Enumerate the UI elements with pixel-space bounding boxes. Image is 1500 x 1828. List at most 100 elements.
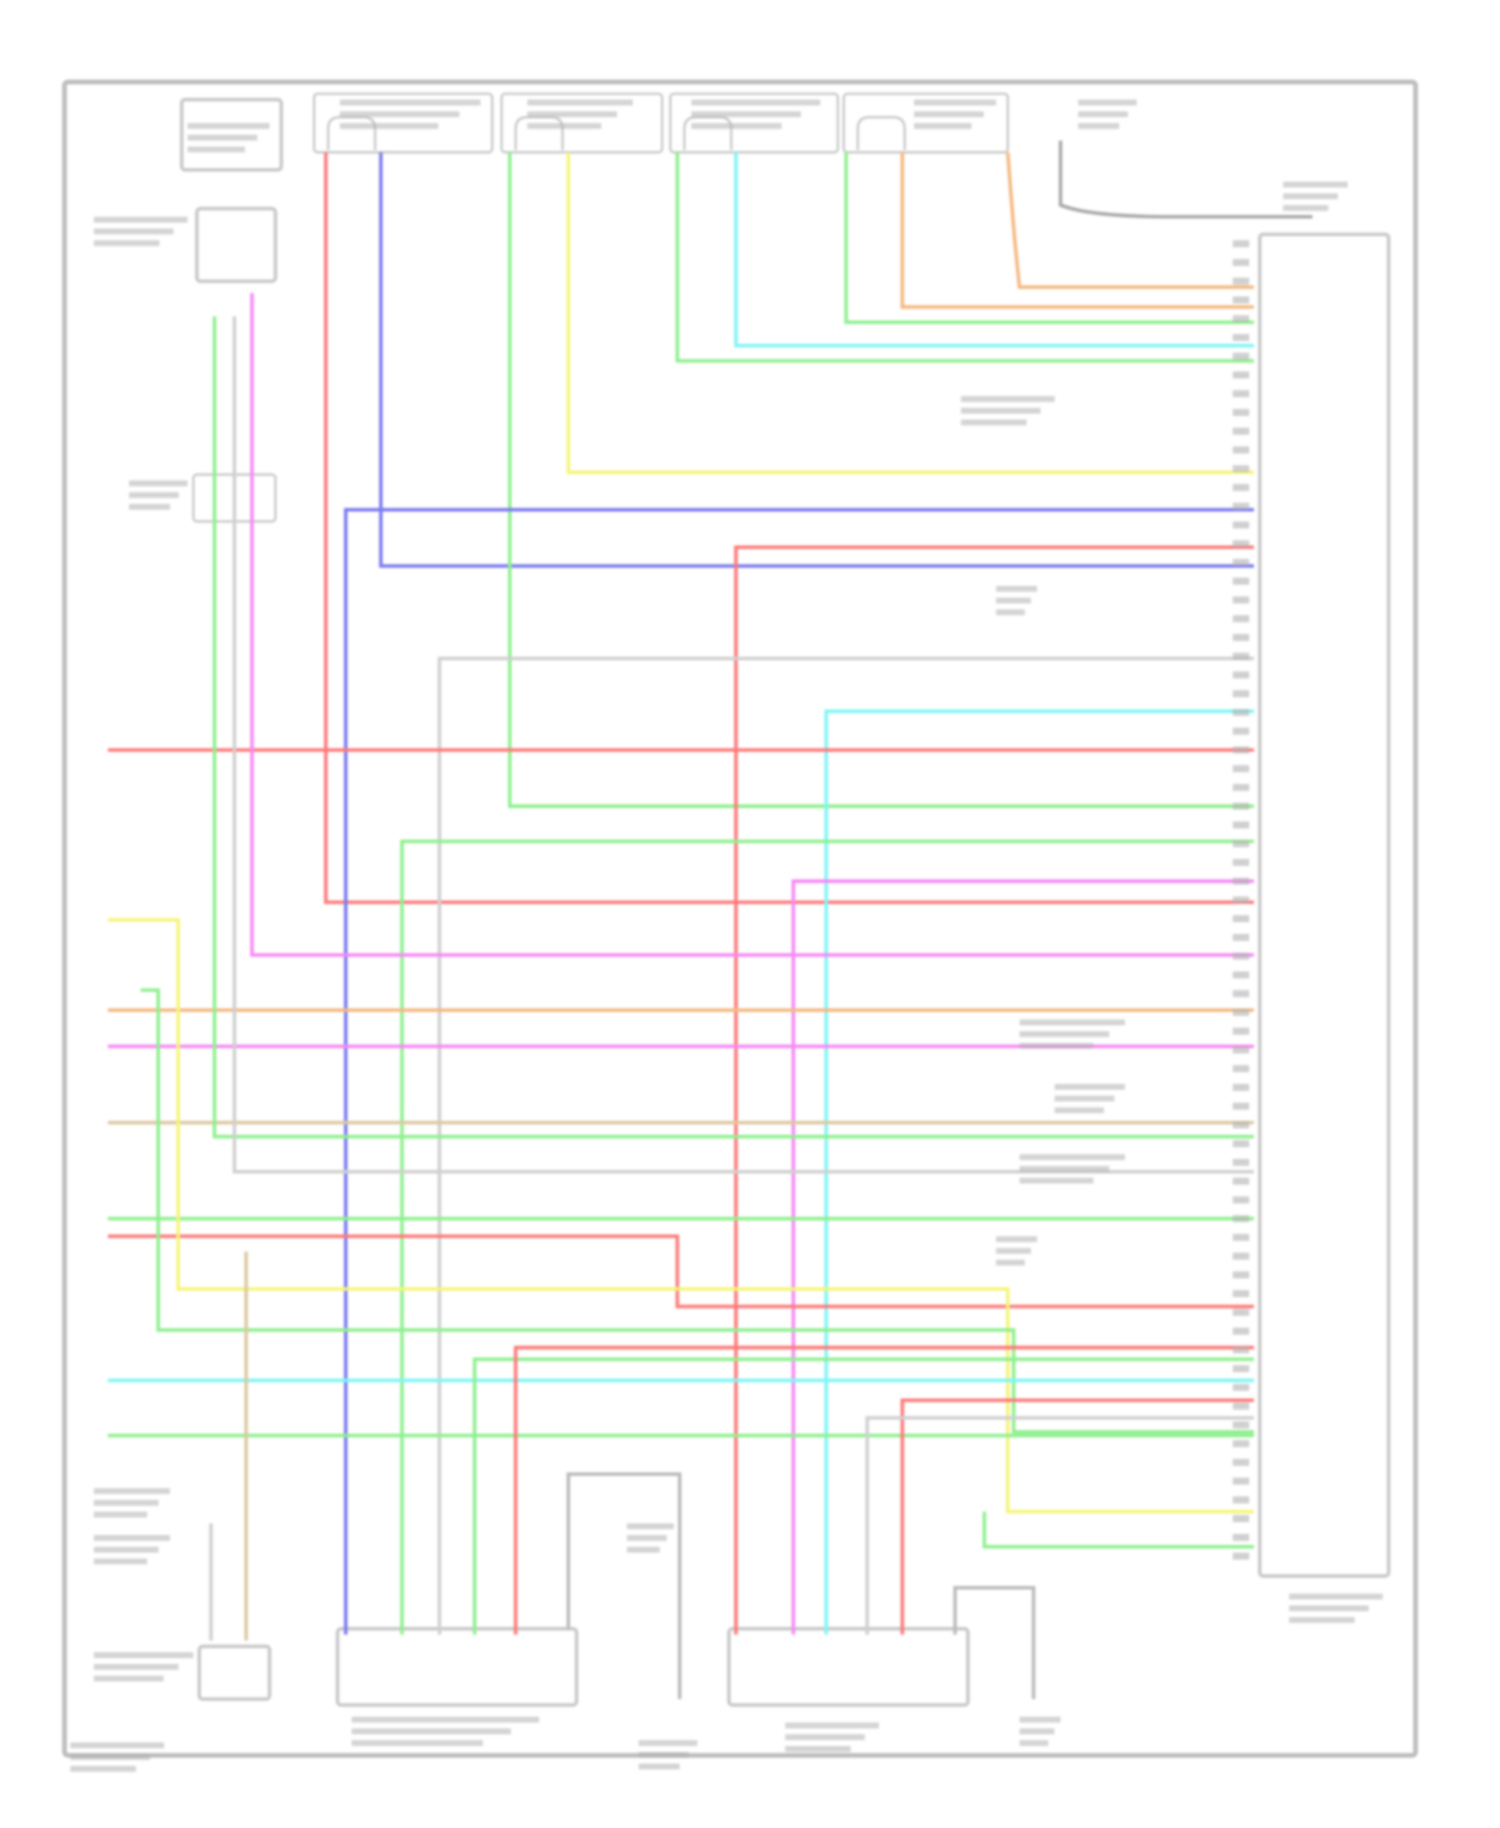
text-label-mark <box>70 1754 151 1761</box>
pin-label-mark <box>1232 240 1250 248</box>
text-label-mark <box>339 111 460 118</box>
pin-label-mark <box>1232 577 1250 585</box>
pin-label-mark <box>1232 465 1250 473</box>
text-label-mark <box>187 123 270 129</box>
pin-label-mark <box>1232 1083 1250 1091</box>
wire-green <box>140 988 1254 1434</box>
pin-label-mark <box>1232 1552 1250 1560</box>
pin-label-mark <box>1232 896 1250 904</box>
pin-label-mark <box>1232 390 1250 398</box>
ground-wire <box>566 1472 682 1700</box>
text-label-mark <box>1289 1605 1369 1612</box>
wire-gray <box>865 1416 1254 1635</box>
pin-label-mark <box>1232 727 1250 735</box>
pin-label-mark <box>1232 1458 1250 1466</box>
wires <box>107 152 1254 1641</box>
pin-label-mark <box>1232 990 1250 998</box>
pin-label-mark <box>1232 1102 1250 1110</box>
text-label-mark <box>93 216 188 223</box>
text-label-mark <box>996 1236 1038 1243</box>
pin-label-mark <box>1232 633 1250 641</box>
wire-green <box>508 152 1254 808</box>
wire-green <box>472 1357 1254 1635</box>
text-label-mark <box>785 1734 865 1741</box>
pin-label-mark <box>1232 315 1250 323</box>
text-label-mark <box>93 228 174 235</box>
text-label-mark <box>351 1716 540 1723</box>
pin-label-mark <box>1232 858 1250 866</box>
text-label-mark <box>1019 1165 1110 1172</box>
pin-label-mark <box>1232 933 1250 941</box>
pin-label-mark <box>1232 502 1250 510</box>
text-label-mark <box>1054 1095 1115 1102</box>
wire-green <box>982 1511 1254 1549</box>
text-label-mark <box>93 1488 170 1495</box>
pin-label-mark <box>1232 1290 1250 1298</box>
text-label-mark <box>914 123 972 129</box>
text-label-mark <box>128 480 188 487</box>
text-label-mark <box>626 1523 674 1530</box>
text-label-mark <box>1019 1019 1125 1026</box>
text-label-mark <box>996 1247 1031 1254</box>
wire-magenta <box>791 879 1254 1635</box>
pin-label-mark <box>1232 1233 1250 1241</box>
text-label-mark <box>785 1722 879 1729</box>
text-label-mark <box>1078 99 1137 106</box>
wire-cyan <box>824 709 1254 1635</box>
pin-label-mark <box>1232 446 1250 454</box>
text-label-mark <box>187 134 258 141</box>
component-box <box>179 97 284 172</box>
pin-label-mark <box>1232 971 1250 979</box>
pin-label-mark <box>1232 690 1250 698</box>
wire-gray <box>232 316 1254 1174</box>
control-unit-box <box>1257 232 1391 1578</box>
text-label-mark <box>93 1663 179 1670</box>
text-label-mark <box>638 1740 698 1746</box>
text-label-mark <box>1054 1083 1125 1090</box>
text-label-mark <box>1078 123 1120 129</box>
label-marks <box>70 99 1383 1772</box>
connector-loop <box>326 116 377 150</box>
text-label-mark <box>93 1652 194 1659</box>
pin-label-mark <box>1232 765 1250 773</box>
pin-label-mark <box>1232 915 1250 923</box>
text-label-mark <box>70 1765 136 1772</box>
text-label-mark <box>93 1558 148 1565</box>
text-label-mark <box>1289 1617 1355 1623</box>
text-label-mark <box>128 503 170 510</box>
pin-label-mark <box>1232 540 1250 548</box>
text-label-mark <box>1019 1154 1125 1161</box>
pin-label-mark <box>1232 1365 1250 1373</box>
pin-label-mark <box>1232 671 1250 679</box>
pin-label-mark <box>1232 1121 1250 1129</box>
text-label-mark <box>960 407 1041 414</box>
text-label-mark <box>1019 1716 1061 1723</box>
wire-orange <box>1006 152 1254 289</box>
text-label-mark <box>93 1535 170 1541</box>
text-label-mark <box>1019 1042 1094 1049</box>
wire-red <box>107 1234 1254 1309</box>
text-label-mark <box>691 123 782 129</box>
pin-label-mark <box>1232 1140 1250 1148</box>
wire-red <box>324 152 1254 905</box>
text-label-mark <box>351 1728 511 1735</box>
pin-label-mark <box>1232 1065 1250 1073</box>
text-label-mark <box>638 1751 689 1758</box>
pin-label-mark <box>1232 1496 1250 1504</box>
pin-label-mark <box>1232 296 1250 304</box>
pin-label-mark <box>1232 1046 1250 1054</box>
pin-label-mark <box>1232 1477 1250 1485</box>
pin-label-mark <box>1232 1308 1250 1316</box>
module-box <box>195 206 278 283</box>
pin-label-mark <box>1232 483 1250 491</box>
text-label-mark <box>527 111 618 118</box>
text-label-mark <box>527 123 602 129</box>
pin-label-mark <box>1232 1271 1250 1279</box>
pin-label-mark <box>1232 783 1250 791</box>
pin-label-mark <box>1232 952 1250 960</box>
text-label-mark <box>1283 181 1348 188</box>
wire-magenta <box>250 292 1254 957</box>
text-label-mark <box>1019 1031 1110 1038</box>
right-power-window-switch-box <box>727 1627 970 1707</box>
